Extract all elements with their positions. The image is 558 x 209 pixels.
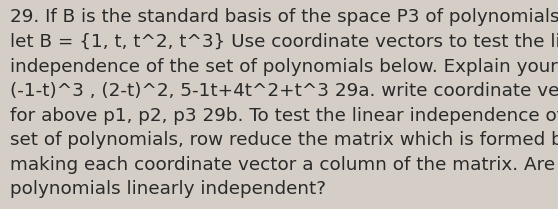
Text: 29. If B is the standard basis of the space P3 of polynomials, then
let B = {1, : 29. If B is the standard basis of the sp… [10,8,558,198]
